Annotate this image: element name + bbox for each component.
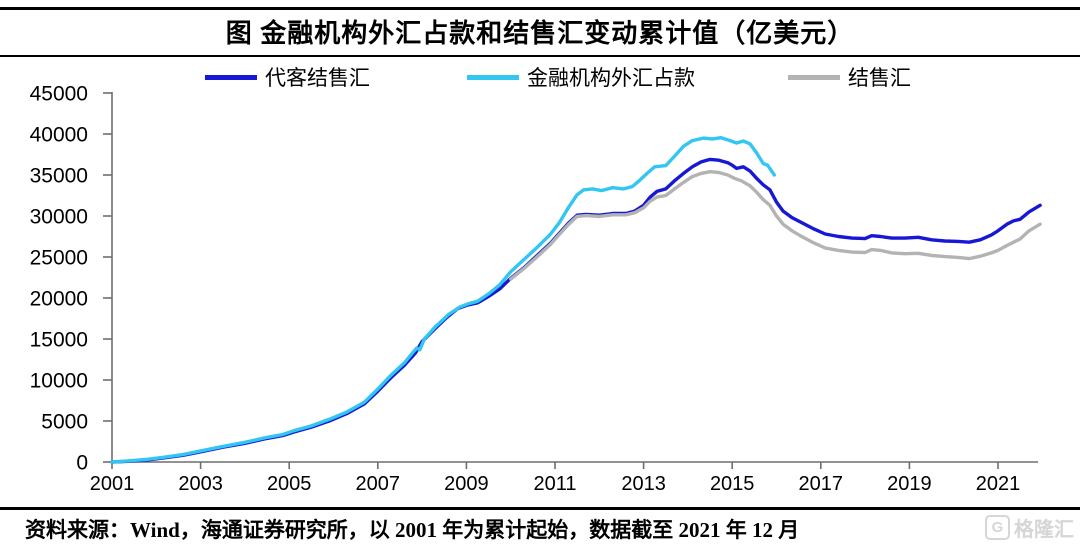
y-tick-label: 25000 — [30, 246, 88, 269]
series-line-2 — [110, 135, 776, 464]
source-note: 资料来源：Wind，海通证券研究所，以 2001 年为累计起始，数据截至 202… — [25, 518, 800, 542]
chart-title: 图 金融机构外汇占款和结售汇变动累计值（亿美元） — [225, 19, 855, 48]
y-tick-label: 35000 — [30, 164, 88, 187]
chart-legend: 代客结售汇 金融机构外汇占款 结售汇 — [0, 62, 1080, 92]
series-line-0 — [110, 157, 1042, 464]
y-tick-label: 0 — [76, 451, 88, 474]
x-tick-label: 2019 — [887, 473, 932, 495]
legend-label: 结售汇 — [848, 66, 911, 90]
x-tick-label: 2017 — [799, 473, 844, 495]
y-tick-label: 30000 — [30, 205, 88, 228]
y-tick-label: 20000 — [30, 287, 88, 310]
x-tick-label: 2005 — [267, 473, 312, 495]
legend-line-swatch-cyan — [467, 74, 519, 80]
y-tick-label: 10000 — [30, 369, 88, 392]
legend-item-daike-jieshouhui: 代客结售汇 — [205, 62, 370, 92]
source-divider-rule — [0, 507, 1080, 510]
gelonghui-watermark: G 格隆汇 — [985, 513, 1074, 542]
y-tick-label: 5000 — [41, 410, 88, 433]
top-rule — [0, 7, 1080, 10]
x-tick-label: 2013 — [621, 473, 666, 495]
legend-item-waihui-zhankuan: 金融机构外汇占款 — [467, 62, 695, 92]
legend-line-swatch-blue — [205, 74, 257, 80]
x-tick-label: 2021 — [976, 473, 1021, 495]
legend-label: 代客结售汇 — [265, 66, 370, 90]
legend-label: 金融机构外汇占款 — [527, 66, 695, 90]
y-tick-label: 15000 — [30, 328, 88, 351]
title-divider-rule — [0, 55, 1080, 57]
series-line-1 — [509, 169, 1042, 281]
legend-item-jieshouhui: 结售汇 — [788, 62, 911, 92]
y-tick-label: 45000 — [30, 82, 88, 105]
x-tick-label: 2011 — [533, 473, 576, 495]
y-tick-label: 40000 — [30, 123, 88, 146]
x-tick-label: 2009 — [444, 473, 489, 495]
legend-line-swatch-gray — [788, 74, 840, 80]
gelonghui-watermark-text: 格隆汇 — [1014, 519, 1074, 541]
x-tick-label: 2015 — [710, 473, 755, 495]
x-tick-label: 2001 — [90, 473, 135, 495]
x-tick-label: 2003 — [178, 473, 223, 495]
x-tick-label: 2007 — [356, 473, 401, 495]
gelonghui-logo-icon: G — [985, 515, 1010, 540]
